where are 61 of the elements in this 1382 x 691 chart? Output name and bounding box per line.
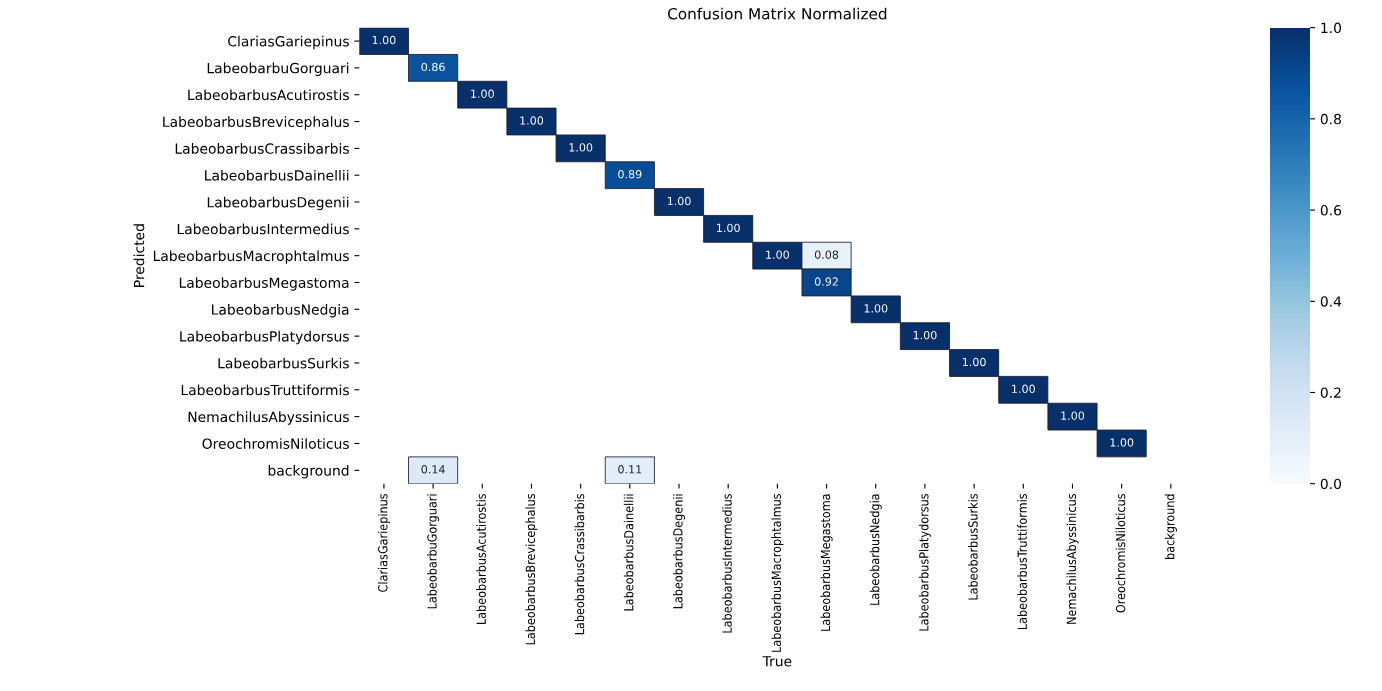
y-tick-label: LabeobarbusPlatydorsus xyxy=(180,330,349,345)
data-label: 1.00 xyxy=(913,330,937,340)
color-bar-label: 0.6 xyxy=(1320,205,1342,216)
y-tick-label: LabeobarbusDegenii xyxy=(207,196,349,211)
x-tick-label: LabeobarbusNedgia xyxy=(869,494,882,605)
y-tick-label: LabeobarbusAcutirostis xyxy=(188,89,349,101)
data-label: 1.00 xyxy=(962,357,986,367)
data-label: 1.00 xyxy=(1061,411,1085,420)
y-tick-label: LabeobarbusNedgia xyxy=(212,304,349,318)
data-label: 1.00 xyxy=(766,250,790,259)
data-label: 0.14 xyxy=(421,465,445,474)
x-axis-title: True xyxy=(762,656,792,667)
data-label: 1.00 xyxy=(1012,384,1035,394)
x-tick-label: LabeobarbusPlatydorsus xyxy=(918,493,931,631)
data-label: 1.00 xyxy=(864,304,888,313)
color-bar-label: 0.4 xyxy=(1320,296,1342,307)
x-tick-label: LabeobarbusDainellii xyxy=(623,494,634,611)
y-tick-label: NemachilusAbyssinicus xyxy=(188,411,349,425)
x-tick-label: OreochromisNiloticus xyxy=(1115,493,1126,613)
y-tick-label: LabeobarbuGorguari xyxy=(207,62,349,77)
color-bar-label: 1.0 xyxy=(1321,22,1342,34)
y-tick-label: LabeobarbusBrevicephalus xyxy=(163,116,349,130)
x-tick-label: LabeobarbuGorguari xyxy=(427,494,440,609)
data-label: 1.00 xyxy=(520,116,544,125)
data-label: 0.86 xyxy=(421,62,445,72)
chart-title: Confusion Matrix Normalized xyxy=(668,7,887,20)
color-bar-label: 0.2 xyxy=(1320,387,1341,398)
y-tick-label: LabeobarbusCrassibarbis xyxy=(175,143,349,154)
x-tick-label: NemachilusAbyssinicus xyxy=(1066,493,1079,624)
y-tick-label: OreochromisNiloticus xyxy=(202,438,349,449)
x-tick-label: background xyxy=(1164,494,1177,559)
data-label: 1.00 xyxy=(717,223,740,233)
data-label: 1.00 xyxy=(372,35,396,45)
y-axis-title: Predicted xyxy=(133,224,145,287)
x-tick-label: LabeobarbusTruttiformis xyxy=(1017,493,1027,630)
x-tick-label: LabeobarbusSurkis xyxy=(968,493,978,600)
data-label: 1.00 xyxy=(471,89,494,98)
x-tick-label: LabeobarbusMegastoma xyxy=(820,494,833,631)
data-label: 1.00 xyxy=(569,143,593,152)
x-tick-label: LabeobarbusIntermedius xyxy=(722,493,732,633)
y-tick-label: LabeobarbusIntermedius xyxy=(177,223,349,235)
data-label: 1.00 xyxy=(667,196,691,206)
y-tick-label: ClariasGariepinus xyxy=(228,35,349,50)
x-tick-label: LabeobarbusAcutirostis xyxy=(476,493,486,624)
data-label: 0.08 xyxy=(814,250,839,259)
y-tick-label: background xyxy=(268,465,349,479)
color-bar-label: 0.8 xyxy=(1320,113,1341,125)
y-tick-label: LabeobarbusSurkis xyxy=(218,357,349,369)
y-tick-label: LabeobarbusDainellii xyxy=(205,169,349,181)
x-tick-label: LabeobarbusCrassibarbis xyxy=(574,493,585,635)
data-label: 0.89 xyxy=(618,170,642,179)
color-bar-label: 0.0 xyxy=(1320,478,1342,490)
x-tick-label: LabeobarbusBrevicephalus xyxy=(525,493,538,645)
y-tick-label: LabeobarbusMacrophtalmus xyxy=(153,250,349,264)
data-label: 1.00 xyxy=(1110,438,1134,447)
data-label: 0.92 xyxy=(814,277,838,286)
y-tick-label: LabeobarbusMegastoma xyxy=(179,277,349,291)
x-tick-label: LabeobarbusDegenii xyxy=(672,494,686,609)
data-label: 0.11 xyxy=(618,465,642,474)
x-tick-label: LabeobarbusMacrophtalmus xyxy=(771,493,784,652)
y-tick-label: LabeobarbusTruttiformis xyxy=(181,384,349,396)
